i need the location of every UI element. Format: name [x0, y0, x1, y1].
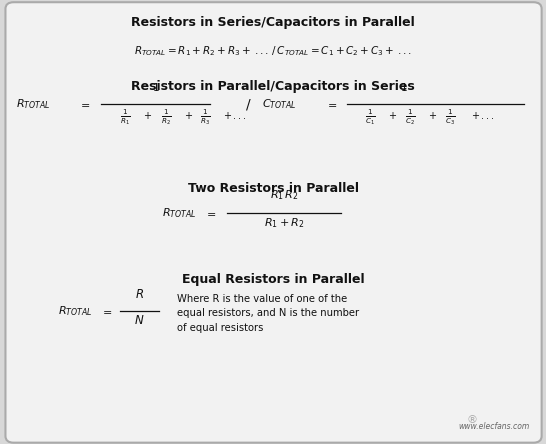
Text: Resistors in Series/Capacitors in Parallel: Resistors in Series/Capacitors in Parall…: [131, 16, 415, 28]
Text: $+\,...$: $+\,...$: [223, 110, 246, 121]
Text: $R_1\,R_2$: $R_1\,R_2$: [270, 188, 298, 202]
Text: $1$: $1$: [400, 81, 408, 93]
Text: $R$: $R$: [135, 288, 144, 301]
Text: $=$: $=$: [325, 99, 337, 109]
Text: Two Resistors in Parallel: Two Resistors in Parallel: [187, 182, 359, 195]
Text: $+$: $+$: [429, 110, 437, 121]
Text: $=$: $=$: [79, 99, 91, 109]
Text: www.elecfans.com: www.elecfans.com: [459, 422, 530, 431]
Text: $+$: $+$: [184, 110, 193, 121]
Text: $=$: $=$: [100, 306, 112, 316]
Text: Equal Resistors in Parallel: Equal Resistors in Parallel: [182, 273, 364, 286]
Text: $+$: $+$: [388, 110, 396, 121]
Text: ®: ®: [467, 415, 478, 425]
Text: $\frac{1}{C_1}$: $\frac{1}{C_1}$: [365, 107, 376, 127]
Text: $/$: $/$: [245, 97, 252, 112]
Text: $+\,...$: $+\,...$: [471, 110, 494, 121]
Text: $R_{TOTAL}$: $R_{TOTAL}$: [162, 206, 197, 220]
Text: $\frac{1}{C_2}$: $\frac{1}{C_2}$: [405, 107, 416, 127]
Text: $R_{TOTAL}$: $R_{TOTAL}$: [16, 97, 51, 111]
Text: $R_{TOTAL} = R_1 + R_2 + R_3 + \,...\,/\,C_{TOTAL} = C_1 + C_2 + C_3 + \,...$: $R_{TOTAL} = R_1 + R_2 + R_3 + \,...\,/\…: [134, 44, 412, 58]
Text: $+$: $+$: [143, 110, 152, 121]
Text: Resistors in Parallel/Capacitors in Series: Resistors in Parallel/Capacitors in Seri…: [131, 80, 415, 93]
Text: Where R is the value of one of the
equal resistors, and N is the number
of equal: Where R is the value of one of the equal…: [177, 294, 360, 333]
Text: $C_{TOTAL}$: $C_{TOTAL}$: [262, 97, 296, 111]
Text: $=$: $=$: [204, 208, 216, 218]
Text: $\frac{1}{C_3}$: $\frac{1}{C_3}$: [445, 107, 456, 127]
Text: $R_{TOTAL}$: $R_{TOTAL}$: [58, 304, 93, 318]
Text: $N$: $N$: [134, 314, 145, 327]
FancyBboxPatch shape: [5, 2, 542, 443]
Text: $1$: $1$: [152, 81, 159, 93]
Text: $\frac{1}{R_2}$: $\frac{1}{R_2}$: [161, 107, 172, 127]
Text: $R_1 + R_2$: $R_1 + R_2$: [264, 216, 304, 230]
Text: $\frac{1}{R_3}$: $\frac{1}{R_3}$: [199, 107, 210, 127]
Text: $\frac{1}{R_1}$: $\frac{1}{R_1}$: [120, 107, 131, 127]
